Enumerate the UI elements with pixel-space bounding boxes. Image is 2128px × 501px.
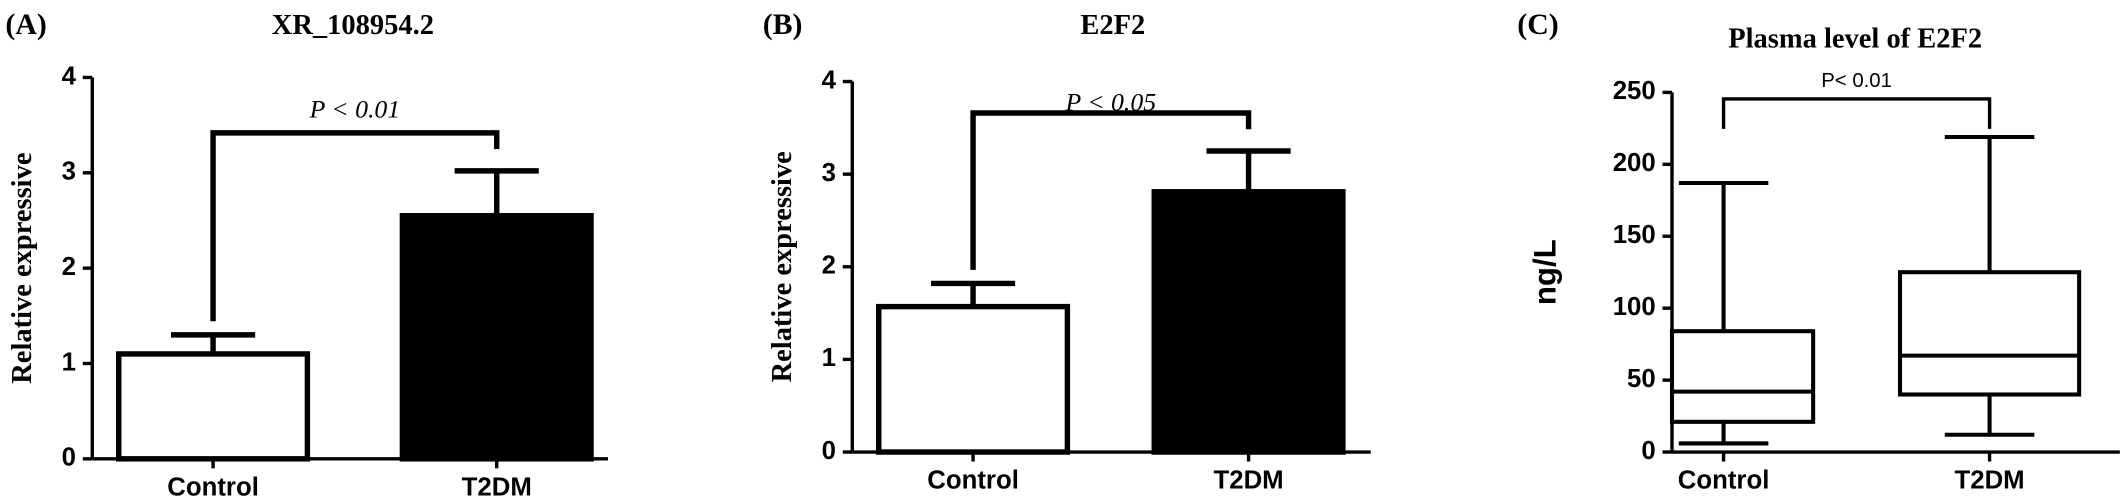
bar bbox=[399, 212, 594, 462]
chart-title: E2F2 bbox=[1080, 10, 1145, 41]
x-tick-label: Control bbox=[167, 473, 259, 501]
significance-label: P < 0.01 bbox=[309, 94, 401, 123]
y-axis-label: Relative expressive bbox=[767, 151, 798, 382]
x-tick-label: T2DM bbox=[1214, 467, 1284, 495]
x-tick-label: Control bbox=[927, 467, 1019, 495]
panel-label: (A) bbox=[5, 8, 46, 41]
bar bbox=[116, 351, 311, 462]
y-axis-label: ng/L bbox=[1527, 239, 1562, 305]
y-tick-label: 0 bbox=[62, 444, 76, 472]
x-tick-label: T2DM bbox=[462, 473, 532, 501]
y-tick-label: 100 bbox=[1613, 293, 1656, 321]
box bbox=[1897, 270, 2082, 397]
y-tick-label: 0 bbox=[1641, 437, 1655, 465]
panel-label: (B) bbox=[763, 8, 803, 41]
significance-label: P < 0.05 bbox=[1065, 88, 1157, 117]
bar bbox=[876, 303, 1071, 455]
y-tick-label: 50 bbox=[1627, 365, 1656, 393]
y-tick-label: 3 bbox=[822, 159, 836, 187]
panel: (A) XR_108954.2 Relative expressive 0 1 2 3 4 Co… bbox=[5, 8, 608, 501]
y-tick-label: 2 bbox=[62, 253, 76, 281]
y-tick-label: 2 bbox=[822, 252, 836, 280]
significance-bracket bbox=[1721, 97, 1992, 129]
chart-title: Plasma level of E2F2 bbox=[1728, 23, 1982, 54]
y-tick-label: 150 bbox=[1613, 221, 1656, 249]
y-tick-label: 0 bbox=[822, 437, 836, 465]
significance-label: P< 0.01 bbox=[1821, 70, 1892, 92]
panel-label: (C) bbox=[1517, 8, 1558, 41]
y-axis-label: Relative expressive bbox=[7, 153, 38, 384]
y-tick-label: 1 bbox=[62, 348, 76, 376]
panel: (C) Plasma level of E2F2 ng/L 0 50 100 150 200 2… bbox=[1517, 8, 2120, 495]
y-tick-label: 4 bbox=[822, 66, 837, 94]
x-tick-label: T2DM bbox=[1955, 467, 2025, 495]
x-tick-label: Control bbox=[1678, 467, 1770, 495]
chart-title: XR_108954.2 bbox=[272, 10, 434, 41]
y-tick-label: 250 bbox=[1613, 77, 1656, 105]
significance-bracket bbox=[970, 110, 1252, 270]
y-tick-label: 200 bbox=[1613, 149, 1656, 177]
significance-bracket bbox=[210, 130, 500, 322]
y-tick-label: 3 bbox=[62, 158, 76, 186]
bar bbox=[1151, 189, 1346, 455]
y-tick-label: 1 bbox=[822, 344, 836, 372]
y-tick-label: 4 bbox=[62, 62, 77, 90]
box bbox=[1669, 329, 1816, 424]
panel: (B) E2F2 Relative expressive 0 1 2 3 4 Control T2… bbox=[763, 8, 1371, 495]
